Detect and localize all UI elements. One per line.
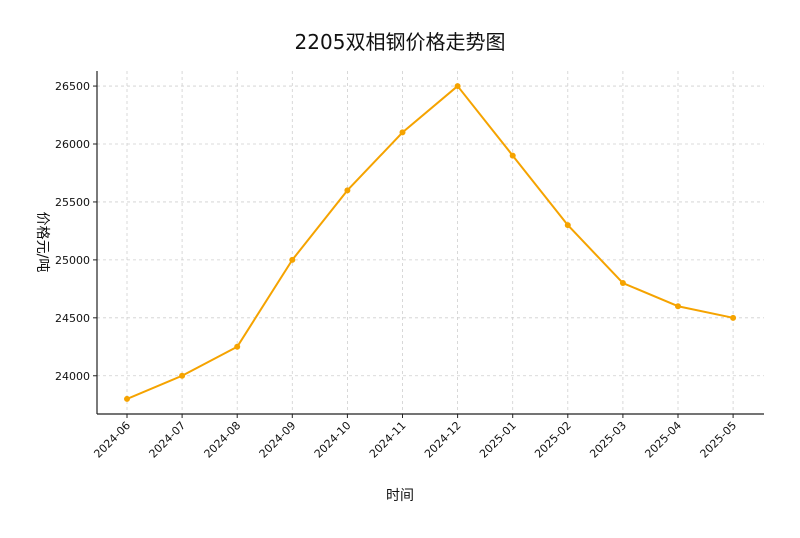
y-tick-label: 24000 (55, 370, 90, 383)
data-point (344, 187, 351, 194)
x-tick-label: 2024-08 (202, 419, 244, 461)
x-tick-label: 2025-02 (532, 419, 574, 461)
x-tick-label: 2024-06 (91, 419, 133, 461)
x-tick-label: 2024-10 (312, 419, 354, 461)
series (124, 83, 737, 402)
data-point (454, 83, 461, 90)
x-tick-label: 2025-04 (642, 419, 684, 461)
data-point (234, 343, 241, 350)
price-line (126, 85, 734, 400)
x-tick-label: 2025-05 (698, 419, 740, 461)
y-tick-label: 26000 (55, 138, 90, 151)
x-tick-label: 2024-07 (147, 419, 189, 461)
data-point (509, 152, 516, 159)
x-axis-title: 时间 (386, 488, 414, 504)
data-point (399, 129, 406, 136)
y-tick-label: 24500 (55, 312, 90, 325)
data-point (730, 314, 737, 321)
data-point (179, 372, 186, 379)
x-tick-label: 2025-03 (587, 419, 629, 461)
y-axis-title: 价格元/吨 (34, 212, 50, 273)
x-tick-label: 2024-12 (422, 419, 464, 461)
y-tick-label: 26500 (55, 80, 90, 93)
x-tick-label: 2024-11 (367, 419, 409, 461)
data-point (289, 256, 296, 263)
x-tick-label: 2024-09 (257, 419, 299, 461)
data-point (675, 303, 681, 310)
y-tick-label: 25000 (55, 254, 90, 267)
y-tick-label: 25500 (55, 196, 90, 209)
data-point (124, 395, 130, 402)
x-ticks: 2024-06 2024-07 2024-08 2024-09 2024-10 2024-… (91, 414, 739, 461)
data-point (619, 280, 626, 287)
data-point (564, 222, 571, 229)
grid (97, 71, 764, 414)
x-tick-label: 2025-01 (477, 419, 519, 461)
axes (96, 71, 764, 415)
chart-title: 2205双相钢价格走势图 (295, 30, 506, 54)
y-ticks: 24000 24500 25000 25500 26000 26500 (55, 80, 97, 383)
